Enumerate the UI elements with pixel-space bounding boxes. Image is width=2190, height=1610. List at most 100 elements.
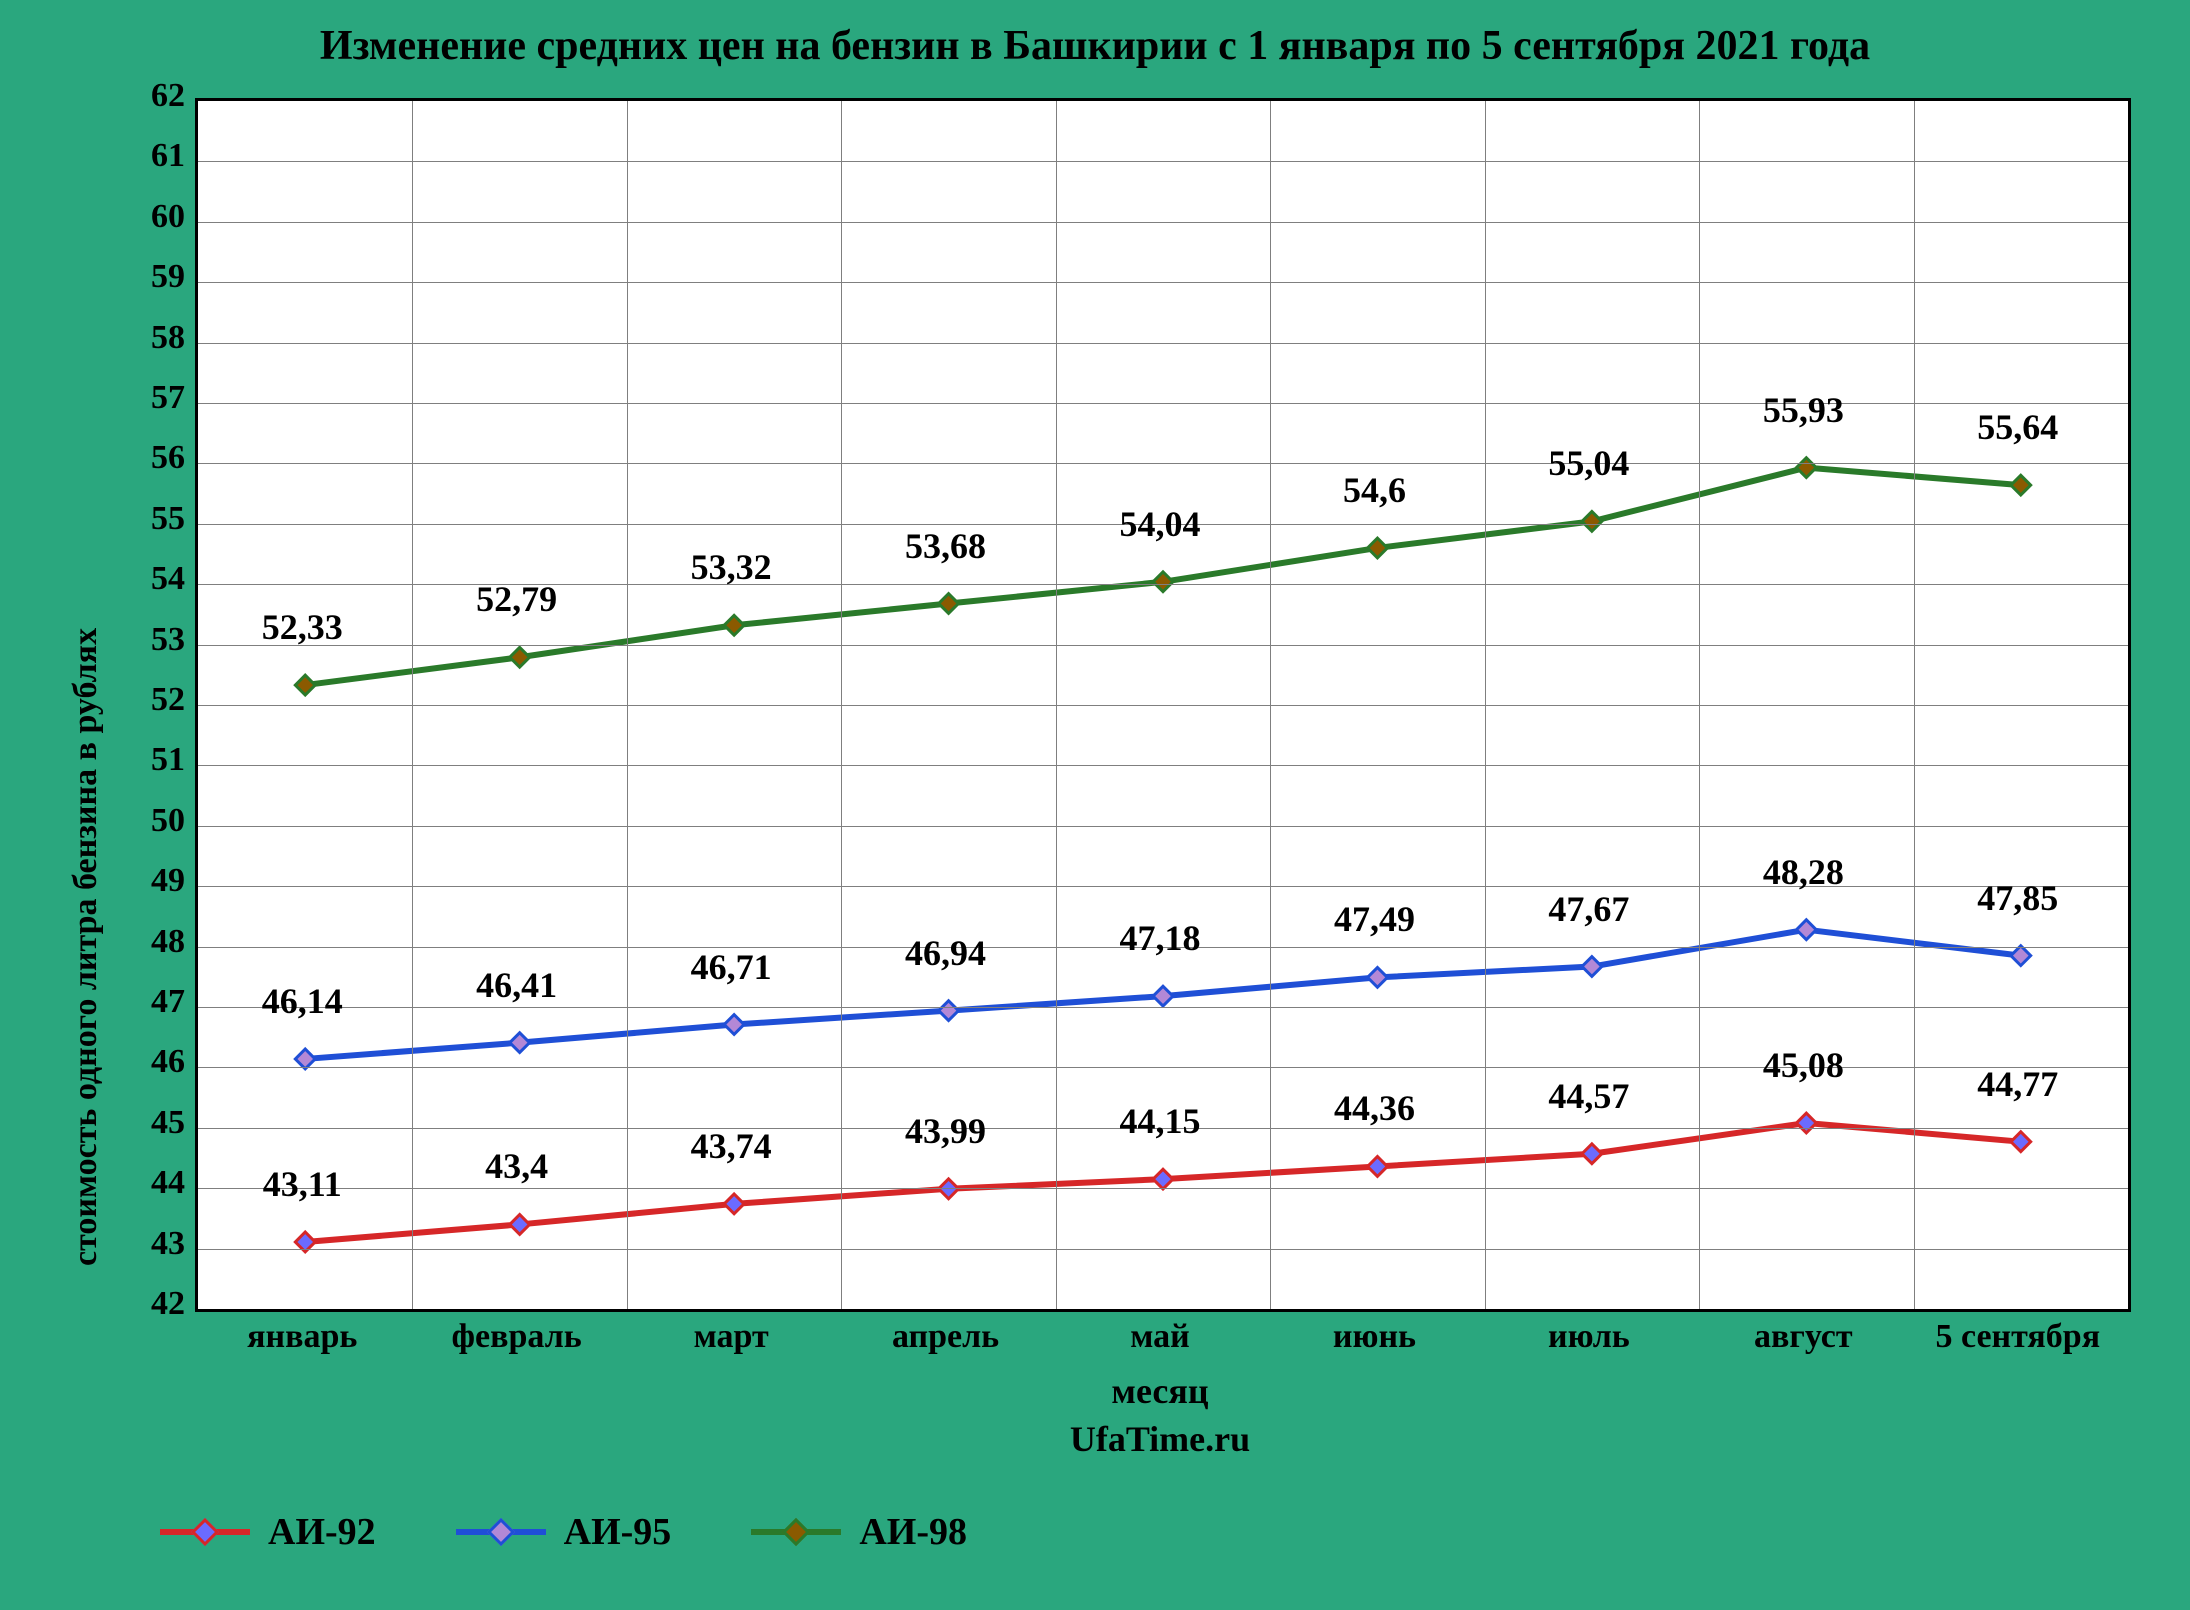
series-marker bbox=[510, 647, 530, 667]
grid-line-vertical bbox=[627, 101, 628, 1309]
y-tick-label: 49 bbox=[125, 862, 185, 900]
series-marker bbox=[1368, 1157, 1388, 1177]
series-marker bbox=[1582, 1144, 1602, 1164]
grid-line-vertical bbox=[1914, 101, 1915, 1309]
series-marker bbox=[1153, 572, 1173, 592]
data-point-label: 44,15 bbox=[1120, 1100, 1201, 1142]
series-marker bbox=[1796, 458, 1816, 478]
data-point-label: 47,18 bbox=[1120, 917, 1201, 959]
legend: АИ-92 АИ-95 АИ-98 bbox=[160, 1510, 967, 1554]
y-tick-label: 48 bbox=[125, 923, 185, 961]
grid-line-horizontal bbox=[198, 161, 2128, 162]
y-tick-label: 51 bbox=[125, 741, 185, 779]
data-point-label: 46,14 bbox=[262, 980, 343, 1022]
grid-line-horizontal bbox=[198, 343, 2128, 344]
data-point-label: 52,79 bbox=[476, 578, 557, 620]
y-tick-label: 44 bbox=[125, 1164, 185, 1202]
series-marker bbox=[1368, 538, 1388, 558]
x-tick-label: апрель bbox=[892, 1318, 999, 1356]
series-marker bbox=[2011, 1132, 2031, 1152]
y-tick-label: 43 bbox=[125, 1225, 185, 1263]
y-tick-label: 54 bbox=[125, 560, 185, 598]
series-marker bbox=[2011, 475, 2031, 495]
legend-swatch bbox=[751, 1529, 841, 1535]
grid-line-horizontal bbox=[198, 826, 2128, 827]
data-point-label: 46,94 bbox=[905, 932, 986, 974]
x-tick-label: февраль bbox=[452, 1318, 582, 1356]
data-point-label: 53,32 bbox=[691, 546, 772, 588]
y-tick-label: 56 bbox=[125, 439, 185, 477]
legend-swatch bbox=[456, 1529, 546, 1535]
y-tick-label: 42 bbox=[125, 1285, 185, 1323]
legend-marker bbox=[487, 1518, 515, 1546]
x-tick-label: июль bbox=[1548, 1318, 1630, 1356]
y-tick-label: 62 bbox=[125, 77, 185, 115]
series-marker bbox=[1582, 511, 1602, 531]
grid-line-vertical bbox=[1056, 101, 1057, 1309]
y-tick-label: 61 bbox=[125, 137, 185, 175]
series-marker bbox=[1153, 986, 1173, 1006]
data-point-label: 55,64 bbox=[1977, 406, 2058, 448]
data-point-label: 54,6 bbox=[1343, 469, 1406, 511]
legend-item: АИ-95 bbox=[456, 1510, 672, 1554]
grid-line-horizontal bbox=[198, 1188, 2128, 1189]
grid-line-horizontal bbox=[198, 463, 2128, 464]
data-point-label: 47,85 bbox=[1977, 877, 2058, 919]
source-label: UfaTime.ru bbox=[195, 1418, 2125, 1460]
x-tick-label: 5 сентября bbox=[1935, 1318, 2100, 1356]
data-point-label: 55,04 bbox=[1548, 442, 1629, 484]
y-tick-label: 58 bbox=[125, 319, 185, 357]
grid-line-vertical bbox=[1270, 101, 1271, 1309]
grid-line-horizontal bbox=[198, 705, 2128, 706]
x-tick-label: август bbox=[1754, 1318, 1853, 1356]
data-point-label: 54,04 bbox=[1120, 503, 1201, 545]
grid-line-horizontal bbox=[198, 1007, 2128, 1008]
data-point-label: 46,41 bbox=[476, 964, 557, 1006]
series-marker bbox=[724, 1015, 744, 1035]
series-marker bbox=[939, 1001, 959, 1021]
page-background: Изменение средних цен на бензин в Башкир… bbox=[0, 0, 2190, 1610]
series-marker bbox=[2011, 946, 2031, 966]
chart-title: Изменение средних цен на бензин в Башкир… bbox=[0, 22, 2190, 70]
series-marker bbox=[1796, 920, 1816, 940]
legend-item: АИ-98 bbox=[751, 1510, 967, 1554]
data-point-label: 43,99 bbox=[905, 1110, 986, 1152]
y-tick-label: 52 bbox=[125, 681, 185, 719]
legend-item: АИ-92 bbox=[160, 1510, 376, 1554]
series-marker bbox=[1153, 1169, 1173, 1189]
y-tick-label: 55 bbox=[125, 500, 185, 538]
data-point-label: 53,68 bbox=[905, 525, 986, 567]
y-tick-label: 60 bbox=[125, 198, 185, 236]
data-point-label: 52,33 bbox=[262, 606, 343, 648]
legend-label: АИ-92 bbox=[268, 1510, 376, 1554]
x-tick-label: май bbox=[1130, 1318, 1190, 1356]
y-tick-label: 45 bbox=[125, 1104, 185, 1142]
data-point-label: 47,49 bbox=[1334, 898, 1415, 940]
series-marker bbox=[295, 675, 315, 695]
data-point-label: 44,77 bbox=[1977, 1063, 2058, 1105]
data-point-label: 48,28 bbox=[1763, 851, 1844, 893]
series-marker bbox=[510, 1033, 530, 1053]
series-marker bbox=[510, 1215, 530, 1235]
grid-line-vertical bbox=[412, 101, 413, 1309]
x-tick-label: июнь bbox=[1333, 1318, 1416, 1356]
data-point-label: 44,36 bbox=[1334, 1087, 1415, 1129]
data-point-label: 45,08 bbox=[1763, 1044, 1844, 1086]
series-marker bbox=[939, 594, 959, 614]
data-point-label: 44,57 bbox=[1548, 1075, 1629, 1117]
grid-line-horizontal bbox=[198, 645, 2128, 646]
legend-label: АИ-98 bbox=[859, 1510, 967, 1554]
data-point-label: 43,11 bbox=[263, 1163, 342, 1205]
grid-line-horizontal bbox=[198, 282, 2128, 283]
series-marker bbox=[295, 1049, 315, 1069]
data-point-label: 55,93 bbox=[1763, 389, 1844, 431]
grid-line-vertical bbox=[1699, 101, 1700, 1309]
x-axis-title: месяц bbox=[195, 1370, 2125, 1412]
grid-line-vertical bbox=[1485, 101, 1486, 1309]
legend-swatch bbox=[160, 1529, 250, 1535]
y-tick-label: 53 bbox=[125, 621, 185, 659]
series-marker bbox=[1368, 968, 1388, 988]
grid-line-vertical bbox=[841, 101, 842, 1309]
grid-line-horizontal bbox=[198, 765, 2128, 766]
x-tick-label: март bbox=[694, 1318, 769, 1356]
